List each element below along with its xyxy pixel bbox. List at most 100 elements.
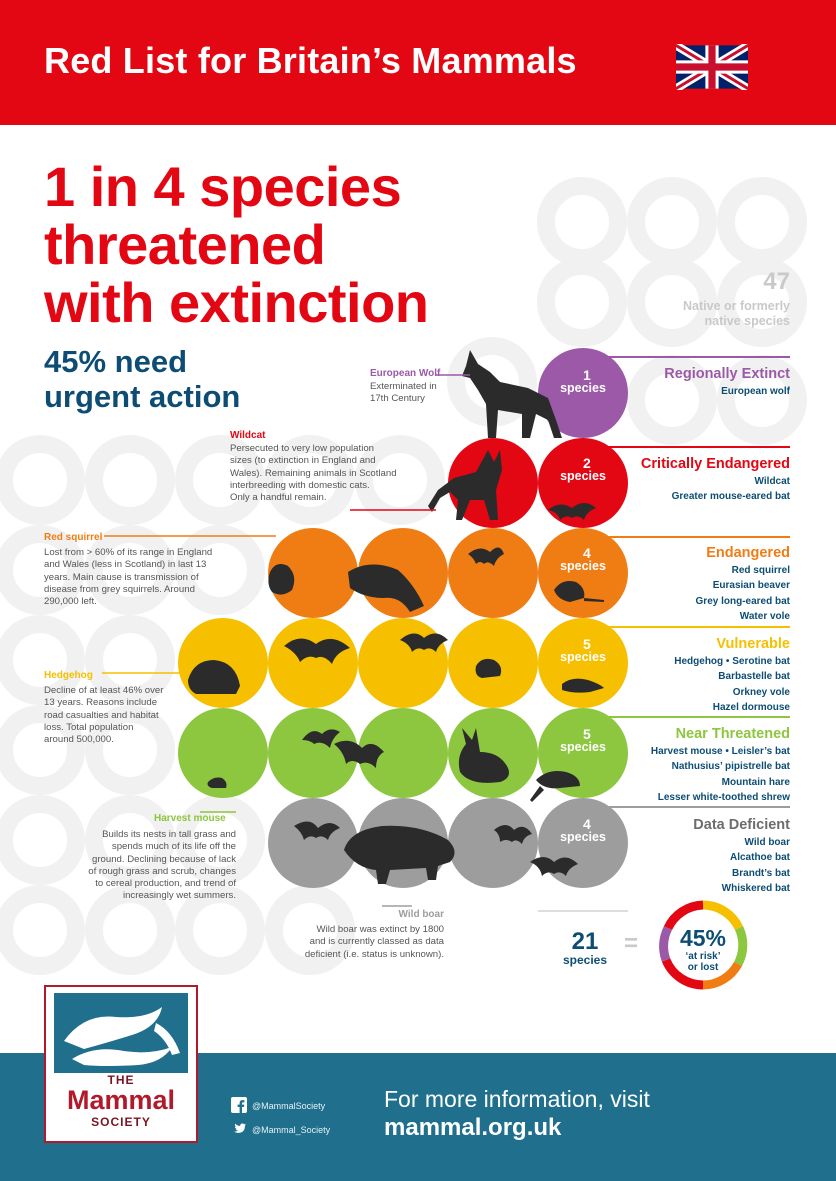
bat-icon: [294, 821, 340, 840]
circle-near-threatened: [358, 708, 448, 798]
species-item: Nathusius’ pipistrelle bat: [671, 761, 790, 773]
union-jack-icon: [676, 44, 748, 90]
species-list-vulnerable: Hedgehog • Serotine bat Barbastelle bat …: [674, 654, 790, 716]
note-line: years. Main cause is transmission of: [44, 571, 199, 583]
twitter-handle[interactable]: @Mammal_Society: [252, 1125, 331, 1135]
species-item: Harvest mouse • Leisler’s bat: [650, 746, 790, 757]
circle-vulnerable: [268, 618, 358, 708]
species-item: Hazel dormouse: [712, 702, 790, 714]
note-line: Lost from > 60% of its range in England: [44, 547, 213, 558]
circle-near-threatened: [178, 708, 268, 798]
note-title-red-squirrel: Red squirrel: [44, 532, 103, 543]
species-list-regionally-extinct: European wolf: [721, 384, 790, 399]
species-item: Alcathoe bat: [729, 852, 790, 864]
total-label-line: Native or formerly: [683, 299, 790, 313]
bat-icon: [284, 638, 350, 664]
note-line: Decline of at least 46% over: [44, 685, 164, 696]
species-item: Greater mouse-eared bat: [671, 491, 790, 503]
note-line: and Wales (less in Scotland) in last 13: [44, 559, 207, 571]
species-item: Hedgehog • Serotine bat: [674, 656, 790, 667]
note-line: Builds its nests in tall grass and: [102, 829, 236, 840]
header-bar: Red List for Britain’s Mammals: [0, 0, 836, 125]
note-title-harvest-mouse: Harvest mouse: [154, 813, 226, 824]
bat-icon: [548, 503, 596, 520]
category-title-endangered: Endangered: [706, 545, 790, 561]
species-item: Grey long-eared bat: [695, 595, 790, 607]
species-list-data-deficient: Wild boar Alcathoe bat Brandt’s bat Whis…: [722, 835, 790, 897]
species-item: Water vole: [739, 611, 790, 623]
note-line: of rough grass and scrub, changes: [88, 865, 236, 877]
count-critically-endangered: 2: [583, 455, 591, 471]
summary-species-number: 21: [571, 928, 599, 955]
equals-sign: =: [624, 930, 639, 957]
summary-species-label: species: [562, 953, 608, 967]
species-item: Whiskered bat: [721, 883, 790, 895]
count-unit: species: [560, 381, 606, 395]
headline-line: threatened: [44, 213, 326, 276]
category-title-data-deficient: Data Deficient: [693, 817, 790, 833]
count-data-deficient: 4: [583, 816, 591, 832]
harvest-mouse-silhouette-icon: [207, 777, 227, 788]
note-body-wildcat: Persecuted to very low population sizes …: [230, 443, 397, 504]
count-unit: species: [560, 740, 606, 754]
bat-icon: [302, 729, 340, 748]
vole-silhouette-icon: [475, 658, 502, 678]
bat-icon: [400, 633, 448, 652]
species-item: Red squirrel: [731, 565, 790, 576]
note-title-wildcat: Wildcat: [230, 430, 266, 441]
more-info-text: For more information, visit: [384, 1086, 650, 1112]
summary-percent-label: ‘at risk’ or lost: [658, 951, 748, 973]
count-unit: species: [560, 650, 606, 664]
note-line: Wild boar was extinct by 1800: [316, 924, 444, 935]
note-line: Exterminated in: [370, 381, 437, 392]
note-line: loss. Total population: [44, 721, 134, 733]
count-unit: species: [560, 469, 606, 483]
beaver-silhouette-icon: [348, 564, 424, 612]
summary-percent: 45%: [679, 925, 727, 951]
species-item: Brandt’s bat: [732, 867, 790, 879]
note-body-red-squirrel: Lost from > 60% of its range in England …: [44, 547, 212, 608]
note-body-harvest-mouse: Builds its nests in tall grass and spend…: [54, 829, 236, 903]
dormouse-silhouette-icon: [562, 678, 604, 693]
wolf-silhouette-icon: [462, 350, 562, 438]
website-link[interactable]: mammal.org.uk: [384, 1114, 562, 1141]
facebook-icon[interactable]: [231, 1097, 247, 1113]
circle-regionally-extinct: [538, 348, 628, 438]
wildcat-silhouette-icon: [428, 450, 502, 520]
circle-vulnerable: [358, 618, 448, 708]
note-line: Wales). Remaining animals in Scotland: [230, 467, 397, 479]
twitter-icon[interactable]: [231, 1121, 247, 1137]
summary-label-line: or lost: [687, 962, 719, 973]
note-line: disease from grey squirrels. Around: [44, 583, 195, 595]
note-title-hedgehog: Hedgehog: [44, 670, 93, 681]
category-title-critically-endangered: Critically Endangered: [640, 456, 790, 472]
subheadline: 45% need urgent action: [44, 344, 240, 414]
note-line: interbreeding with domestic cats.: [230, 479, 370, 491]
note-title-wolf: European Wolf: [370, 368, 441, 379]
facebook-handle[interactable]: @MammalSociety: [252, 1101, 326, 1111]
bat-icon: [530, 857, 578, 876]
count-unit: species: [560, 559, 606, 573]
species-item: Mountain hare: [721, 776, 790, 788]
species-list-critically-endangered: Wildcat Greater mouse-eared bat: [672, 474, 790, 505]
headline-line: with extinction: [44, 271, 429, 334]
hare-silhouette-icon: [458, 728, 509, 783]
mammal-society-logo[interactable]: THE Mammal SOCIETY: [44, 985, 198, 1143]
note-line: Only a handful remain.: [230, 492, 327, 504]
species-item: Wildcat: [754, 476, 790, 487]
note-line: road casualties and habitat: [44, 709, 159, 721]
circle-endangered: [268, 528, 358, 618]
note-body-wolf: Exterminated in 17th Century: [370, 381, 437, 406]
hedgehog-silhouette-icon: [188, 660, 240, 694]
species-list-near-threatened: Harvest mouse • Leisler’s bat Nathusius’…: [651, 744, 790, 806]
logo-society: SOCIETY: [91, 1115, 151, 1129]
species-item: Orkney vole: [732, 686, 790, 698]
species-item: Lesser white-toothed shrew: [657, 792, 790, 804]
mammal-society-emblem-icon: [54, 993, 188, 1073]
note-line: to cereal production, and trend of: [95, 878, 236, 890]
subheadline-line: urgent action: [44, 379, 241, 414]
squirrel-silhouette-icon: [268, 564, 295, 595]
bat-icon: [334, 740, 384, 768]
species-item: Barbastelle bat: [718, 671, 790, 683]
